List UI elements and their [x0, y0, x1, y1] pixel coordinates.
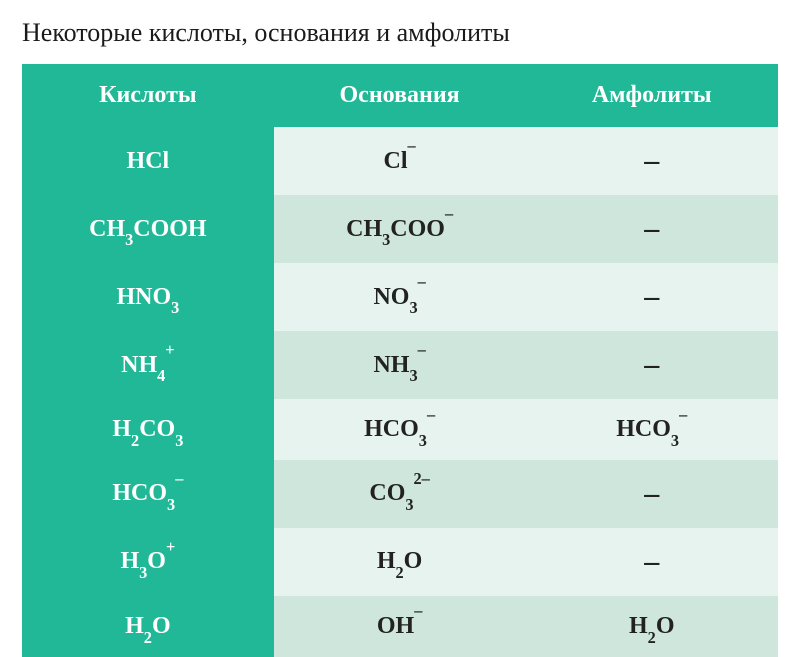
- base-cell: NH3–: [274, 331, 526, 399]
- acid-cell: HCO3–: [22, 460, 274, 528]
- base-cell: OH–: [274, 596, 526, 657]
- acid-cell: H2O: [22, 596, 274, 657]
- base-cell: CO32–: [274, 460, 526, 528]
- table-row: H2CO3HCO3–HCO3–: [22, 399, 778, 460]
- table-row: HCO3–CO32––: [22, 460, 778, 528]
- table-row: HClCl––: [22, 127, 778, 195]
- acid-cell: NH4+: [22, 331, 274, 399]
- base-cell: H2O: [274, 528, 526, 596]
- col-header-bases: Основания: [274, 64, 526, 127]
- ampholyte-cell: –: [525, 263, 778, 331]
- ampholyte-cell: –: [525, 195, 778, 263]
- acid-cell: CH3COOH: [22, 195, 274, 263]
- table-row: HNO3NO3––: [22, 263, 778, 331]
- ampholyte-cell: HCO3–: [525, 399, 778, 460]
- ampholyte-cell: –: [525, 528, 778, 596]
- table-header-row: Кислоты Основания Амфолиты: [22, 64, 778, 127]
- acid-cell: HNO3: [22, 263, 274, 331]
- ampholyte-cell: H2O: [525, 596, 778, 657]
- base-cell: Cl–: [274, 127, 526, 195]
- ampholyte-cell: –: [525, 127, 778, 195]
- acid-cell: HCl: [22, 127, 274, 195]
- table-row: H2OOH–H2O: [22, 596, 778, 657]
- col-header-ampholytes: Амфолиты: [525, 64, 778, 127]
- table-row: H3O+H2O–: [22, 528, 778, 596]
- ampholyte-cell: –: [525, 331, 778, 399]
- col-header-acids: Кислоты: [22, 64, 274, 127]
- chem-table: Кислоты Основания Амфолиты HClCl––CH3COO…: [22, 64, 778, 657]
- acid-cell: H2CO3: [22, 399, 274, 460]
- table-row: CH3COOHCH3COO––: [22, 195, 778, 263]
- page-title: Некоторые кислоты, основания и амфолиты: [22, 18, 778, 48]
- table-body: HClCl––CH3COOHCH3COO––HNO3NO3––NH4+NH3––…: [22, 127, 778, 657]
- base-cell: NO3–: [274, 263, 526, 331]
- base-cell: HCO3–: [274, 399, 526, 460]
- acid-cell: H3O+: [22, 528, 274, 596]
- base-cell: CH3COO–: [274, 195, 526, 263]
- ampholyte-cell: –: [525, 460, 778, 528]
- table-row: NH4+NH3––: [22, 331, 778, 399]
